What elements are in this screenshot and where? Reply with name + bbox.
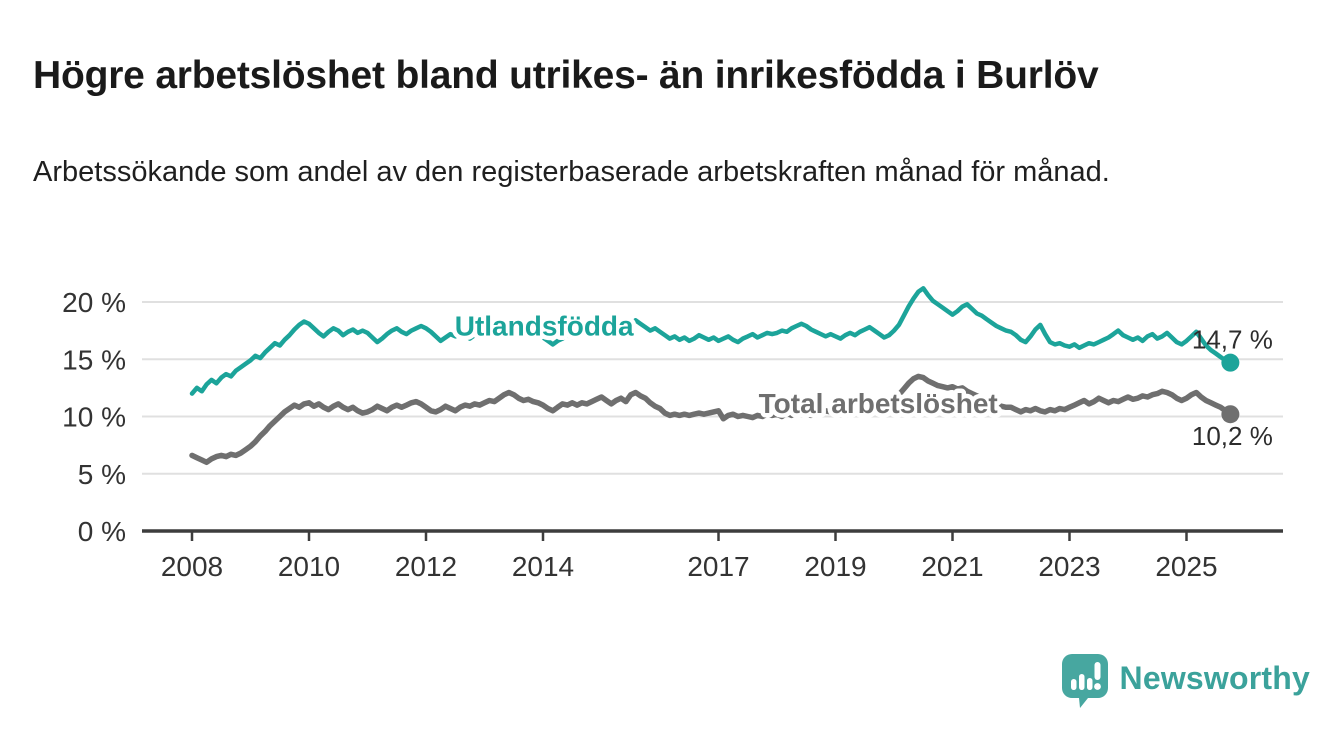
end-dot-total — [1221, 405, 1240, 424]
end-dot-utlandsfodda — [1221, 353, 1240, 372]
x-tick-label: 2008 — [161, 551, 223, 582]
x-tick-label: 2023 — [1038, 551, 1100, 582]
x-tick-label: 2017 — [687, 551, 749, 582]
brand-logo: Newsworthy — [1061, 652, 1310, 710]
newsworthy-speech-bubble-chart-icon — [1061, 653, 1109, 709]
brand-wordmark: Newsworthy — [1119, 659, 1310, 696]
series-label-total: Total arbetslöshet — [759, 388, 998, 419]
series-line-utlandsfodda — [189, 286, 1233, 396]
series-label-utlandsfodda: Utlandsfödda — [455, 310, 634, 341]
x-tick-label: 2025 — [1155, 551, 1217, 582]
series-line-total — [189, 373, 1234, 466]
page-subtitle: Arbetssökande som andel av den registerb… — [33, 156, 1110, 188]
y-tick-label: 0 % — [78, 516, 126, 547]
page-title: Högre arbetslöshet bland utrikes- än inr… — [33, 54, 1099, 98]
x-tick-label: 2010 — [278, 551, 340, 582]
y-tick-label: 20 % — [62, 287, 126, 318]
y-tick-label: 15 % — [62, 344, 126, 375]
x-tick-label: 2021 — [921, 551, 983, 582]
x-tick-label: 2012 — [395, 551, 457, 582]
y-tick-label: 10 % — [62, 402, 126, 433]
line-chart: 0 % 5 % 10 % 15 % 20 % 2008 2010 2012 2014 2017 20… — [62, 286, 1283, 582]
x-tick-label: 2019 — [804, 551, 866, 582]
end-value-label-total: 10,2 % — [1192, 421, 1273, 451]
x-tick-label: 2014 — [512, 551, 574, 582]
end-value-label-utlandsfodda: 14,7 % — [1192, 325, 1273, 355]
y-tick-label: 5 % — [78, 459, 126, 490]
